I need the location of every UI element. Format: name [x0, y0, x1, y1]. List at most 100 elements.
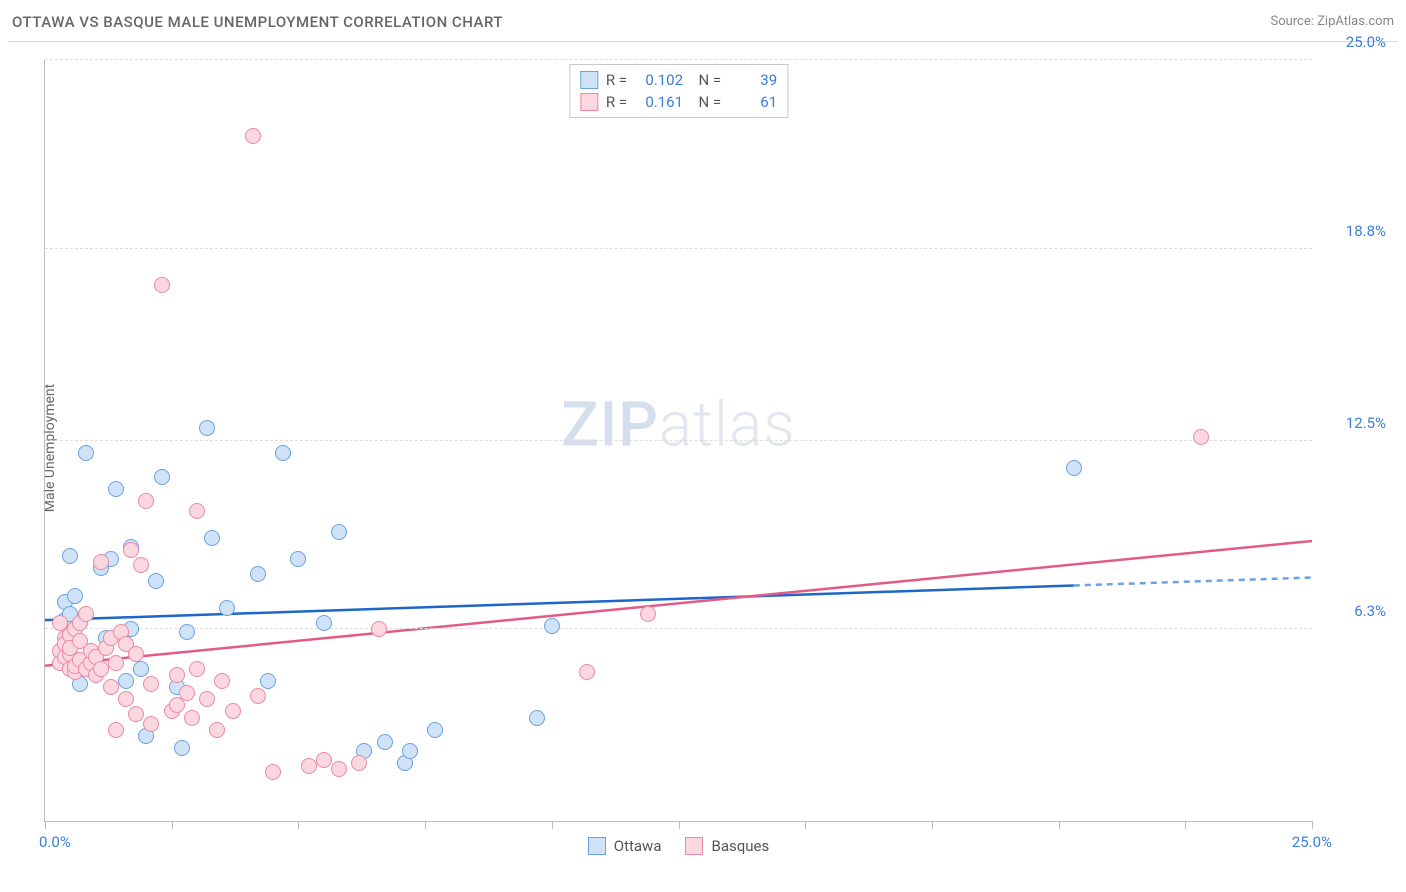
data-point [199, 691, 215, 707]
data-point [301, 758, 317, 774]
gridline [45, 440, 1312, 441]
legend-series: Ottawa Basques [45, 837, 1312, 855]
gridline [45, 248, 1312, 249]
x-tick [932, 821, 933, 829]
data-point [225, 703, 241, 719]
data-point [331, 524, 347, 540]
x-tick [805, 821, 806, 829]
watermark-part2: atlas [659, 389, 796, 462]
data-point [62, 548, 78, 564]
swatch-basques [580, 93, 598, 111]
data-point [118, 691, 134, 707]
data-point [154, 277, 170, 293]
data-point [204, 530, 220, 546]
data-point [331, 761, 347, 777]
legend-item-ottawa: Ottawa [588, 837, 662, 855]
data-point [143, 676, 159, 692]
data-point [138, 493, 154, 509]
data-point [250, 566, 266, 582]
data-point [529, 710, 545, 726]
data-point [290, 551, 306, 567]
data-point [133, 557, 149, 573]
data-point [108, 481, 124, 497]
data-point [154, 469, 170, 485]
y-tick-label: 12.5% [1322, 414, 1386, 432]
data-point [78, 606, 94, 622]
data-point [250, 688, 266, 704]
data-point [148, 573, 164, 589]
x-tick [425, 821, 426, 829]
x-tick [1185, 821, 1186, 829]
r-label: R = [606, 91, 627, 113]
legend-label-ottawa: Ottawa [614, 837, 662, 855]
data-point [351, 755, 367, 771]
legend-label-basques: Basques [711, 837, 769, 855]
legend-item-basques: Basques [685, 837, 769, 855]
data-point [209, 722, 225, 738]
title-bar: OTTAWA VS BASQUE MALE UNEMPLOYMENT CORRE… [8, 8, 1398, 42]
data-point [544, 618, 560, 634]
data-point [427, 722, 443, 738]
y-tick-label: 6.3% [1322, 602, 1386, 620]
watermark-part1: ZIP [561, 389, 659, 462]
data-point [371, 621, 387, 637]
data-point [316, 752, 332, 768]
data-point [108, 722, 124, 738]
data-point [179, 685, 195, 701]
data-point [316, 615, 332, 631]
data-point [174, 740, 190, 756]
data-point [133, 661, 149, 677]
data-point [123, 542, 139, 558]
data-point [245, 128, 261, 144]
data-point [189, 503, 205, 519]
x-tick [298, 821, 299, 829]
data-point [118, 673, 134, 689]
plot-area: ZIPatlas R = 0.102 N = 39 R = 0.161 N = … [44, 60, 1312, 822]
x-tick [552, 821, 553, 829]
data-point [108, 655, 124, 671]
data-point [103, 679, 119, 695]
data-point [179, 624, 195, 640]
data-point [1193, 429, 1209, 445]
r-label: R = [606, 69, 627, 91]
y-tick-label: 18.8% [1322, 222, 1386, 240]
x-tick [1312, 821, 1313, 829]
legend-row-basques: R = 0.161 N = 61 [580, 91, 777, 113]
data-point [78, 445, 94, 461]
data-point [93, 661, 109, 677]
data-point [260, 673, 276, 689]
n-label: N = [691, 91, 721, 113]
data-point [169, 667, 185, 683]
data-point [265, 764, 281, 780]
gridline [45, 628, 1312, 629]
data-point [377, 734, 393, 750]
data-point [128, 706, 144, 722]
x-tick [679, 821, 680, 829]
x-tick [172, 821, 173, 829]
data-point [199, 420, 215, 436]
legend-stats-box: R = 0.102 N = 39 R = 0.161 N = 61 [569, 64, 788, 118]
n-label: N = [691, 69, 721, 91]
swatch-ottawa [580, 71, 598, 89]
n-value-basques: 61 [729, 91, 777, 113]
data-point [1066, 460, 1082, 476]
x-tick [45, 821, 46, 829]
data-point [275, 445, 291, 461]
data-point [214, 673, 230, 689]
data-point [184, 710, 200, 726]
data-point [128, 646, 144, 662]
swatch-ottawa [588, 837, 606, 855]
gridline [45, 59, 1312, 60]
x-tick [1059, 821, 1060, 829]
swatch-basques [685, 837, 703, 855]
x-max-label: 25.0% [1292, 833, 1332, 851]
source-attribution: Source: ZipAtlas.com [1270, 14, 1394, 29]
data-point [640, 606, 656, 622]
watermark: ZIPatlas [561, 389, 795, 462]
chart-title: OTTAWA VS BASQUE MALE UNEMPLOYMENT CORRE… [12, 13, 503, 31]
data-point [93, 554, 109, 570]
data-point [67, 588, 83, 604]
n-value-ottawa: 39 [729, 69, 777, 91]
data-point [402, 743, 418, 759]
data-point [579, 664, 595, 680]
